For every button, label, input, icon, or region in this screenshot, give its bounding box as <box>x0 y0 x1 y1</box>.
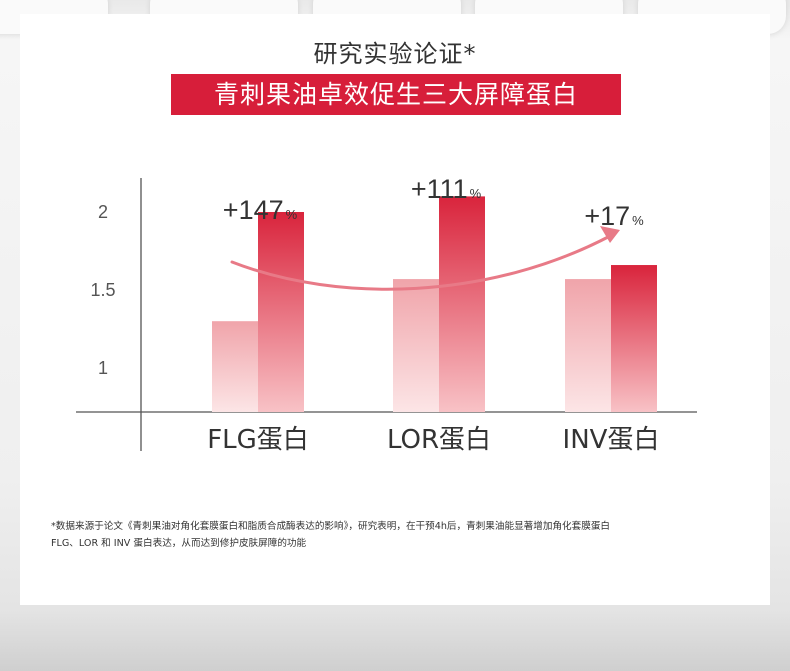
footnote: *数据来源于论文《青刺果油对角化套膜蛋白和脂质合成酶表达的影响》，研究表明，在干… <box>51 518 751 552</box>
increase-unit: % <box>632 213 644 228</box>
baseline-bar-1 <box>212 321 258 412</box>
footnote-line-2: FLG、LOR 和 INV 蛋白表达，从而达到修护皮肤屏障的功能 <box>51 538 307 549</box>
category-label-1: FLG蛋白 <box>207 425 309 455</box>
baseline-bar-2 <box>393 279 439 412</box>
category-label-3: INV蛋白 <box>563 425 660 455</box>
increase-value: +147 <box>223 195 284 225</box>
footnote-line-1: *数据来源于论文《青刺果油对角化套膜蛋白和脂质合成酶表达的影响》，研究表明，在干… <box>51 521 611 532</box>
treated-bar-3 <box>611 265 657 412</box>
increase-unit: % <box>470 186 482 201</box>
content-card: 研究实验论证* 青刺果油卓效促生三大屏障蛋白 1 1.5 2 +147% +111% +… <box>20 14 770 605</box>
y-tick-label: 1 <box>98 358 108 378</box>
bar-chart: 11.52 +147 %+111 %+17% FLG蛋白 LOR蛋白 INV蛋白 <box>76 174 697 455</box>
baseline-bar-3 <box>565 279 611 412</box>
treated-bar-1 <box>258 212 304 412</box>
category-label-2: LOR蛋白 <box>387 425 491 455</box>
increase-value: +111 <box>411 174 468 204</box>
increase-value: +17 <box>584 201 630 231</box>
y-tick-label: 1.5 <box>90 280 115 300</box>
trend-arrow-curve <box>230 234 612 291</box>
trend-arrow-head <box>600 226 620 243</box>
increase-label-2: +111% <box>411 174 482 204</box>
y-tick-label: 2 <box>98 202 108 222</box>
headline-banner: 青刺果油卓效促生三大屏障蛋白 <box>171 74 621 115</box>
treated-bar-2 <box>439 196 485 412</box>
increase-label-1: +147% <box>223 195 298 225</box>
increase-label-3: +17% <box>584 201 644 231</box>
page-title: 研究实验论证* <box>313 40 477 68</box>
increase-unit: % <box>286 207 298 222</box>
